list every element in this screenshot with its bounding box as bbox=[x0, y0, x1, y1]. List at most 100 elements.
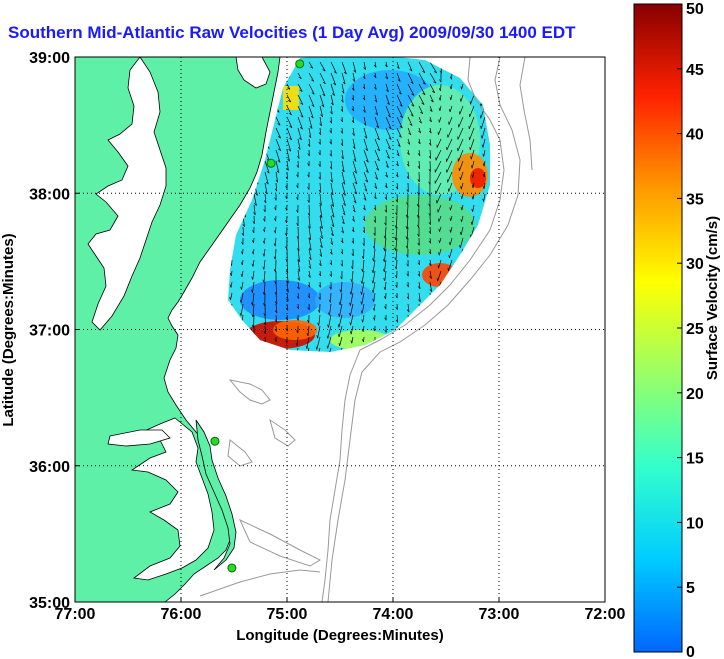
velocity-arrow bbox=[407, 127, 412, 135]
velocity-arrowhead bbox=[317, 322, 320, 326]
velocity-arrow bbox=[275, 149, 281, 163]
velocity-arrow bbox=[407, 72, 414, 84]
velocity-arrowhead bbox=[373, 328, 376, 332]
velocity-arrow bbox=[308, 248, 312, 260]
velocity-arrow bbox=[450, 226, 453, 233]
velocity-arrow bbox=[374, 149, 380, 162]
colorbar-tick-label: 20 bbox=[686, 386, 704, 403]
velocity-arrow bbox=[395, 248, 398, 261]
velocity-arrow bbox=[327, 347, 332, 352]
velocity-arrowhead bbox=[351, 253, 354, 257]
velocity-arrow bbox=[384, 281, 387, 290]
velocity-arrowhead bbox=[385, 76, 388, 80]
velocity-arrow bbox=[374, 237, 376, 249]
velocity-arrow bbox=[418, 138, 421, 144]
velocity-arrow bbox=[341, 160, 345, 173]
velocity-arrowhead bbox=[353, 70, 357, 73]
velocity-arrowhead bbox=[308, 237, 312, 241]
velocity-arrowhead bbox=[362, 97, 366, 101]
velocity-arrowhead bbox=[362, 218, 366, 222]
velocity-arrow bbox=[341, 105, 344, 112]
velocity-arrow bbox=[385, 127, 392, 140]
velocity-arrow bbox=[407, 149, 410, 155]
velocity-arrow bbox=[418, 72, 426, 85]
velocity-arrow bbox=[341, 149, 344, 160]
velocity-arrowhead bbox=[342, 212, 346, 216]
x-axis-ticks: 77:00 76:00 75:00 74:00 73:00 72:00 bbox=[55, 597, 626, 623]
velocity-arrowhead bbox=[296, 330, 299, 334]
velocity-arrow bbox=[351, 270, 354, 283]
velocity-arrow bbox=[483, 149, 486, 157]
velocity-arrow bbox=[450, 204, 453, 211]
velocity-arrowhead bbox=[273, 256, 276, 260]
velocity-arrowhead bbox=[263, 229, 265, 233]
velocity-arrowhead bbox=[274, 188, 278, 192]
velocity-arrowhead bbox=[384, 317, 387, 321]
velocity-arrow bbox=[363, 182, 368, 192]
velocity-arrowhead bbox=[318, 189, 322, 193]
velocity-arrow bbox=[350, 325, 354, 335]
velocity-arrow bbox=[319, 193, 322, 206]
velocity-arrowhead bbox=[311, 104, 315, 108]
velocity-arrowhead bbox=[274, 218, 276, 222]
velocity-arrowhead bbox=[394, 225, 397, 229]
velocity-arrowhead bbox=[338, 333, 340, 337]
velocity-arrow bbox=[418, 259, 420, 266]
velocity-arrow bbox=[363, 171, 369, 183]
velocity-arrow bbox=[373, 248, 376, 262]
velocity-arrow bbox=[328, 314, 332, 328]
velocity-arrow bbox=[429, 94, 434, 103]
velocity-arrowhead bbox=[297, 286, 300, 290]
velocity-arrowhead bbox=[320, 245, 323, 248]
velocity-arrow bbox=[439, 226, 442, 232]
velocity-arrowhead bbox=[277, 123, 281, 126]
velocity-arrowhead bbox=[396, 153, 400, 157]
velocity-arrow bbox=[374, 61, 377, 68]
velocity-arrow bbox=[275, 226, 277, 234]
velocity-arrow bbox=[481, 127, 486, 139]
velocity-arrowhead bbox=[376, 168, 379, 171]
velocity-arrow bbox=[362, 325, 365, 332]
velocity-arrowhead bbox=[315, 346, 318, 350]
velocity-arrowhead bbox=[459, 244, 461, 249]
velocity-arrowhead bbox=[360, 291, 362, 295]
velocity-arrow bbox=[341, 226, 344, 234]
velocity-arrow bbox=[429, 61, 438, 74]
bathymetry-contours bbox=[199, 57, 533, 602]
velocity-arrow bbox=[275, 138, 282, 151]
velocity-arrowhead bbox=[331, 224, 335, 228]
velocity-arrowhead bbox=[322, 93, 326, 97]
velocity-arrow bbox=[406, 215, 409, 229]
velocity-arrowhead bbox=[322, 81, 326, 85]
velocity-arrowhead bbox=[318, 132, 322, 136]
velocity-arrowhead bbox=[252, 240, 254, 244]
velocity-arrowhead bbox=[371, 269, 374, 273]
velocity-arrow bbox=[240, 292, 244, 303]
colorbar-tick-label: 0 bbox=[686, 644, 695, 659]
velocity-arrowhead bbox=[286, 289, 289, 293]
velocity-arrowhead bbox=[417, 286, 421, 290]
velocity-arrowhead bbox=[338, 342, 340, 346]
velocity-arrow bbox=[459, 160, 464, 171]
velocity-arrowhead bbox=[352, 146, 356, 149]
velocity-arrowhead bbox=[351, 87, 355, 91]
colorbar-tick-label: 30 bbox=[686, 256, 704, 273]
velocity-arrow bbox=[264, 171, 269, 185]
velocity-arrowhead bbox=[351, 108, 354, 112]
velocity-arrow bbox=[385, 116, 392, 130]
velocity-arrow bbox=[319, 83, 326, 97]
velocity-arrow bbox=[448, 182, 453, 192]
velocity-arrow bbox=[308, 127, 312, 138]
velocity-arrow bbox=[341, 116, 343, 123]
velocity-arrow bbox=[363, 105, 366, 113]
velocity-arrowhead bbox=[418, 121, 422, 124]
velocity-arrow bbox=[308, 61, 314, 69]
velocity-arrowhead bbox=[311, 79, 314, 82]
velocity-arrowhead bbox=[430, 100, 434, 103]
velocity-arrowhead bbox=[240, 262, 243, 266]
albemarle-sound bbox=[107, 429, 171, 447]
velocity-arrowhead bbox=[307, 295, 310, 299]
velocity-arrow bbox=[418, 281, 421, 289]
velocity-arrowhead bbox=[251, 314, 254, 318]
velocity-arrowhead bbox=[321, 104, 325, 108]
